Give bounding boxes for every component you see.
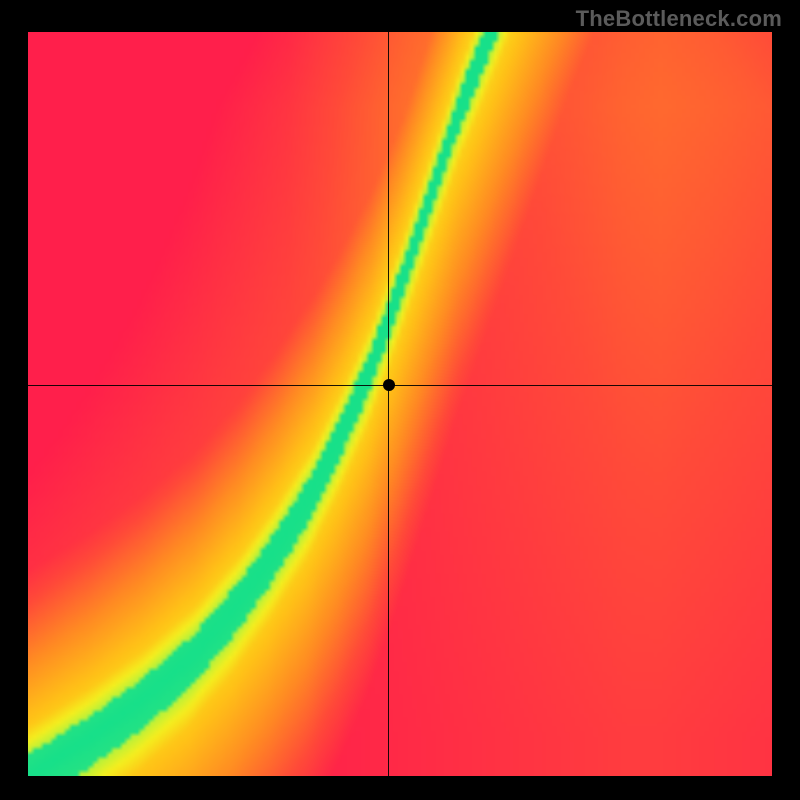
crosshair-vertical	[388, 32, 389, 776]
watermark: TheBottleneck.com	[576, 6, 782, 32]
crosshair-horizontal	[28, 385, 772, 386]
heatmap-plot	[28, 32, 772, 776]
data-point-marker	[383, 379, 395, 391]
heatmap-canvas	[28, 32, 772, 776]
